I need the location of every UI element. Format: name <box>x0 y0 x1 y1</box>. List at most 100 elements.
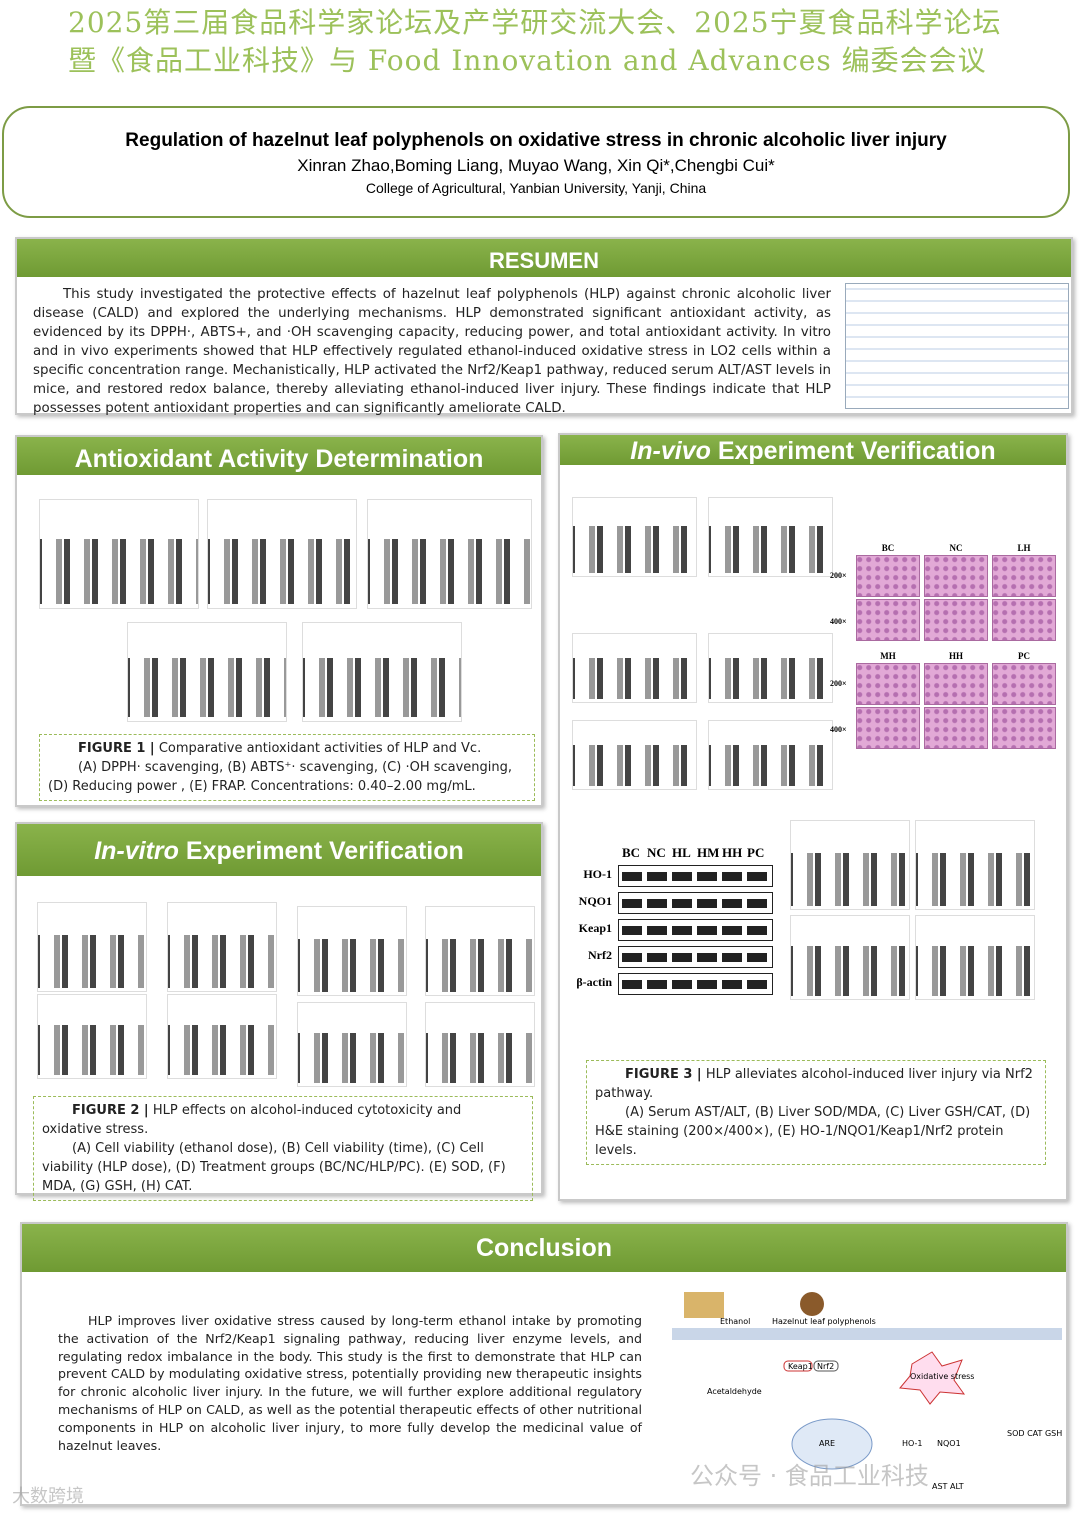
in-vitro-section: In-vitro Experiment Verification FIGURE … <box>15 822 543 1201</box>
blot-band <box>622 899 772 908</box>
figure-panel <box>37 902 147 992</box>
watermark: 大数跨境 <box>12 1486 84 1507</box>
figure-panel <box>297 1002 407 1087</box>
figure-panel <box>302 622 462 722</box>
heading-rest: Experiment Verification <box>185 837 464 865</box>
figure-panel <box>425 906 535 996</box>
figure-panel <box>915 915 1035 1000</box>
figure-panel <box>425 1002 535 1087</box>
histology-image <box>992 663 1056 705</box>
histology-image <box>856 599 920 641</box>
label: Acetaldehyde <box>707 1387 762 1396</box>
histology-image <box>924 663 988 705</box>
heading-italic: In-vitro <box>94 837 179 865</box>
histology-image <box>992 555 1056 597</box>
label: Nrf2 <box>817 1362 834 1371</box>
conclusion-section: Conclusion HLP improves liver oxidative … <box>20 1222 1068 1506</box>
figure-panel <box>167 902 277 992</box>
figure-panel <box>572 720 697 790</box>
figure-caption: FIGURE 3 | HLP alleviates alcohol-induce… <box>586 1060 1046 1165</box>
mechanism-diagram: Ethanol Hazelnut leaf polyphenols Acetal… <box>672 1292 1062 1491</box>
caption-title: HLP effects on alcohol-induced cytotoxic… <box>42 1103 462 1137</box>
histology-image <box>924 707 988 749</box>
blot-group: HH <box>722 845 743 860</box>
abstract-diagram <box>845 283 1069 409</box>
group-label: MH <box>880 651 896 661</box>
blot-lane <box>618 946 773 968</box>
protein-label: Keap1 <box>578 921 612 935</box>
conference-title: 2025第三届食品科学家论坛及产学研交流大会、2025宁夏食品科学论坛暨《食品工… <box>68 6 1002 77</box>
group-label: BC <box>881 543 895 553</box>
caption-text: (A) Serum AST/ALT, (B) Liver SOD/MDA, (C… <box>595 1105 1031 1158</box>
figure-panel <box>39 499 199 609</box>
blot-lane <box>618 865 773 887</box>
histology-image <box>992 707 1056 749</box>
figure-caption: FIGURE 1 | Comparative antioxidant activ… <box>39 734 535 801</box>
caption-title: Comparative antioxidant activities of HL… <box>158 741 482 756</box>
blot-band <box>622 980 772 989</box>
in-vitro-heading: In-vitro Experiment Verification <box>17 824 541 876</box>
stress-burst <box>899 1351 966 1405</box>
nucleus <box>791 1418 873 1470</box>
histology-image <box>992 599 1056 641</box>
label: Hazelnut leaf polyphenols <box>772 1317 876 1326</box>
bottles <box>684 1292 724 1318</box>
figure-caption: FIGURE 2 | HLP effects on alcohol-induce… <box>33 1096 533 1201</box>
blot-group: BC <box>622 845 641 860</box>
histology-image <box>924 555 988 597</box>
authors: Xinran Zhao,Boming Liang, Muyao Wang, Xi… <box>297 156 775 175</box>
figure-panel <box>790 915 910 1000</box>
label: NQO1 <box>937 1439 961 1448</box>
abstract-text: This study investigated the protective e… <box>33 287 831 416</box>
membrane <box>672 1328 1062 1340</box>
blot-lane <box>618 973 773 995</box>
conclusion-text: HLP improves liver oxidative stress caus… <box>58 1313 642 1453</box>
label: SOD CAT GSH MDA <box>1007 1429 1062 1438</box>
group-label: HH <box>948 651 963 661</box>
histology-image <box>856 663 920 705</box>
poster-title: Regulation of hazelnut leaf polyphenols … <box>125 130 947 151</box>
group-label: LH <box>1017 543 1031 553</box>
figure-panel <box>572 633 697 703</box>
figure-panel <box>367 499 532 609</box>
blot-group: HM <box>697 845 720 860</box>
group-label: PC <box>1018 651 1030 661</box>
histology-image <box>924 599 988 641</box>
blot-band <box>622 953 772 962</box>
label: Oxidative stress <box>910 1372 974 1381</box>
magnification-label: 400× <box>830 725 847 734</box>
caption-label: FIGURE 2 | <box>72 1103 149 1118</box>
blot-lane <box>618 919 773 941</box>
label: ARE <box>819 1439 835 1448</box>
blot-band <box>622 926 772 935</box>
blot-group: NC <box>647 845 666 860</box>
figure-panel <box>207 499 357 609</box>
abstract-section: RESUMEN This study investigated the prot… <box>15 237 1073 416</box>
antioxidant-heading: Antioxidant Activity Determination <box>17 437 541 475</box>
western-blot: BC NC HL HM HH PC HO-1 NQO1 Keap1 Nrf2 β-actin <box>566 845 776 995</box>
caption-text: (A) Cell viability (ethanol dose), (B) C… <box>42 1141 506 1194</box>
blot-group: PC <box>747 845 765 860</box>
magnification-label: 200× <box>830 571 847 580</box>
figure-panel <box>127 622 287 722</box>
caption-text: (A) DPPH· scavenging, (B) ABTS⁺· scaveng… <box>48 760 513 794</box>
abstract-heading: RESUMEN <box>17 239 1071 277</box>
figure-panel <box>708 633 833 703</box>
in-vivo-section: In-vivo Experiment Verification BC NC LH MH… <box>558 433 1068 1201</box>
magnification-label: 200× <box>830 679 847 688</box>
antioxidant-section: Antioxidant Activity Determination FIGUR… <box>15 435 543 807</box>
figure-panel <box>297 906 407 996</box>
node <box>813 1360 839 1372</box>
blot-band <box>622 872 772 881</box>
histology-grid: BC NC LH MH HH PC 200× 400× 200× 400× <box>830 543 1070 753</box>
label: Ethanol <box>720 1317 750 1326</box>
figure-panel <box>708 720 833 790</box>
node <box>783 1360 813 1372</box>
blot-group: HL <box>672 845 691 860</box>
histology-image <box>856 707 920 749</box>
heading-italic: In-vivo <box>630 437 711 465</box>
watermark: 公众号 · 食品工业科技 <box>690 1462 929 1490</box>
figure-panel <box>167 994 277 1079</box>
figure-panel <box>572 497 697 577</box>
figure-panel <box>790 820 910 910</box>
